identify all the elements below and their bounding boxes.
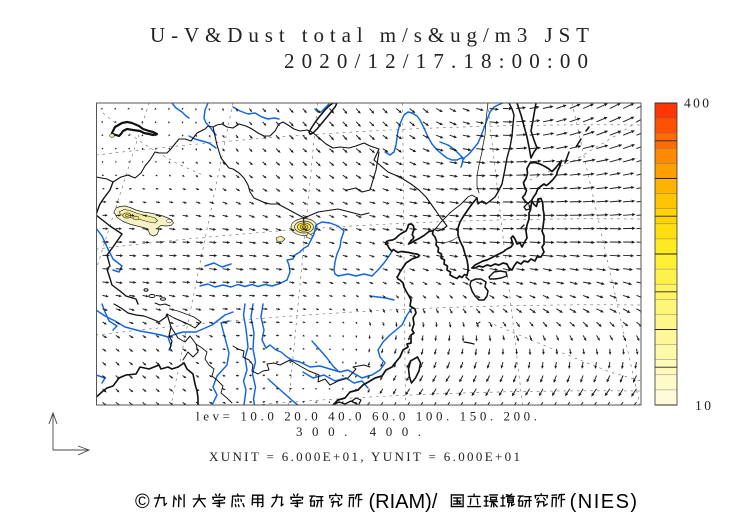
svg-text:300. 400.: 300. 400.: [296, 424, 421, 439]
svg-text:(RIAM)/: (RIAM)/: [369, 491, 438, 513]
svg-text:400: 400: [684, 96, 709, 111]
svg-text:U-V&Dust total m/s&ug/m3 JST: U-V&Dust total m/s&ug/m3 JST: [150, 23, 589, 47]
svg-text:©: ©: [135, 491, 150, 513]
svg-text:(NIES): (NIES): [570, 491, 639, 513]
